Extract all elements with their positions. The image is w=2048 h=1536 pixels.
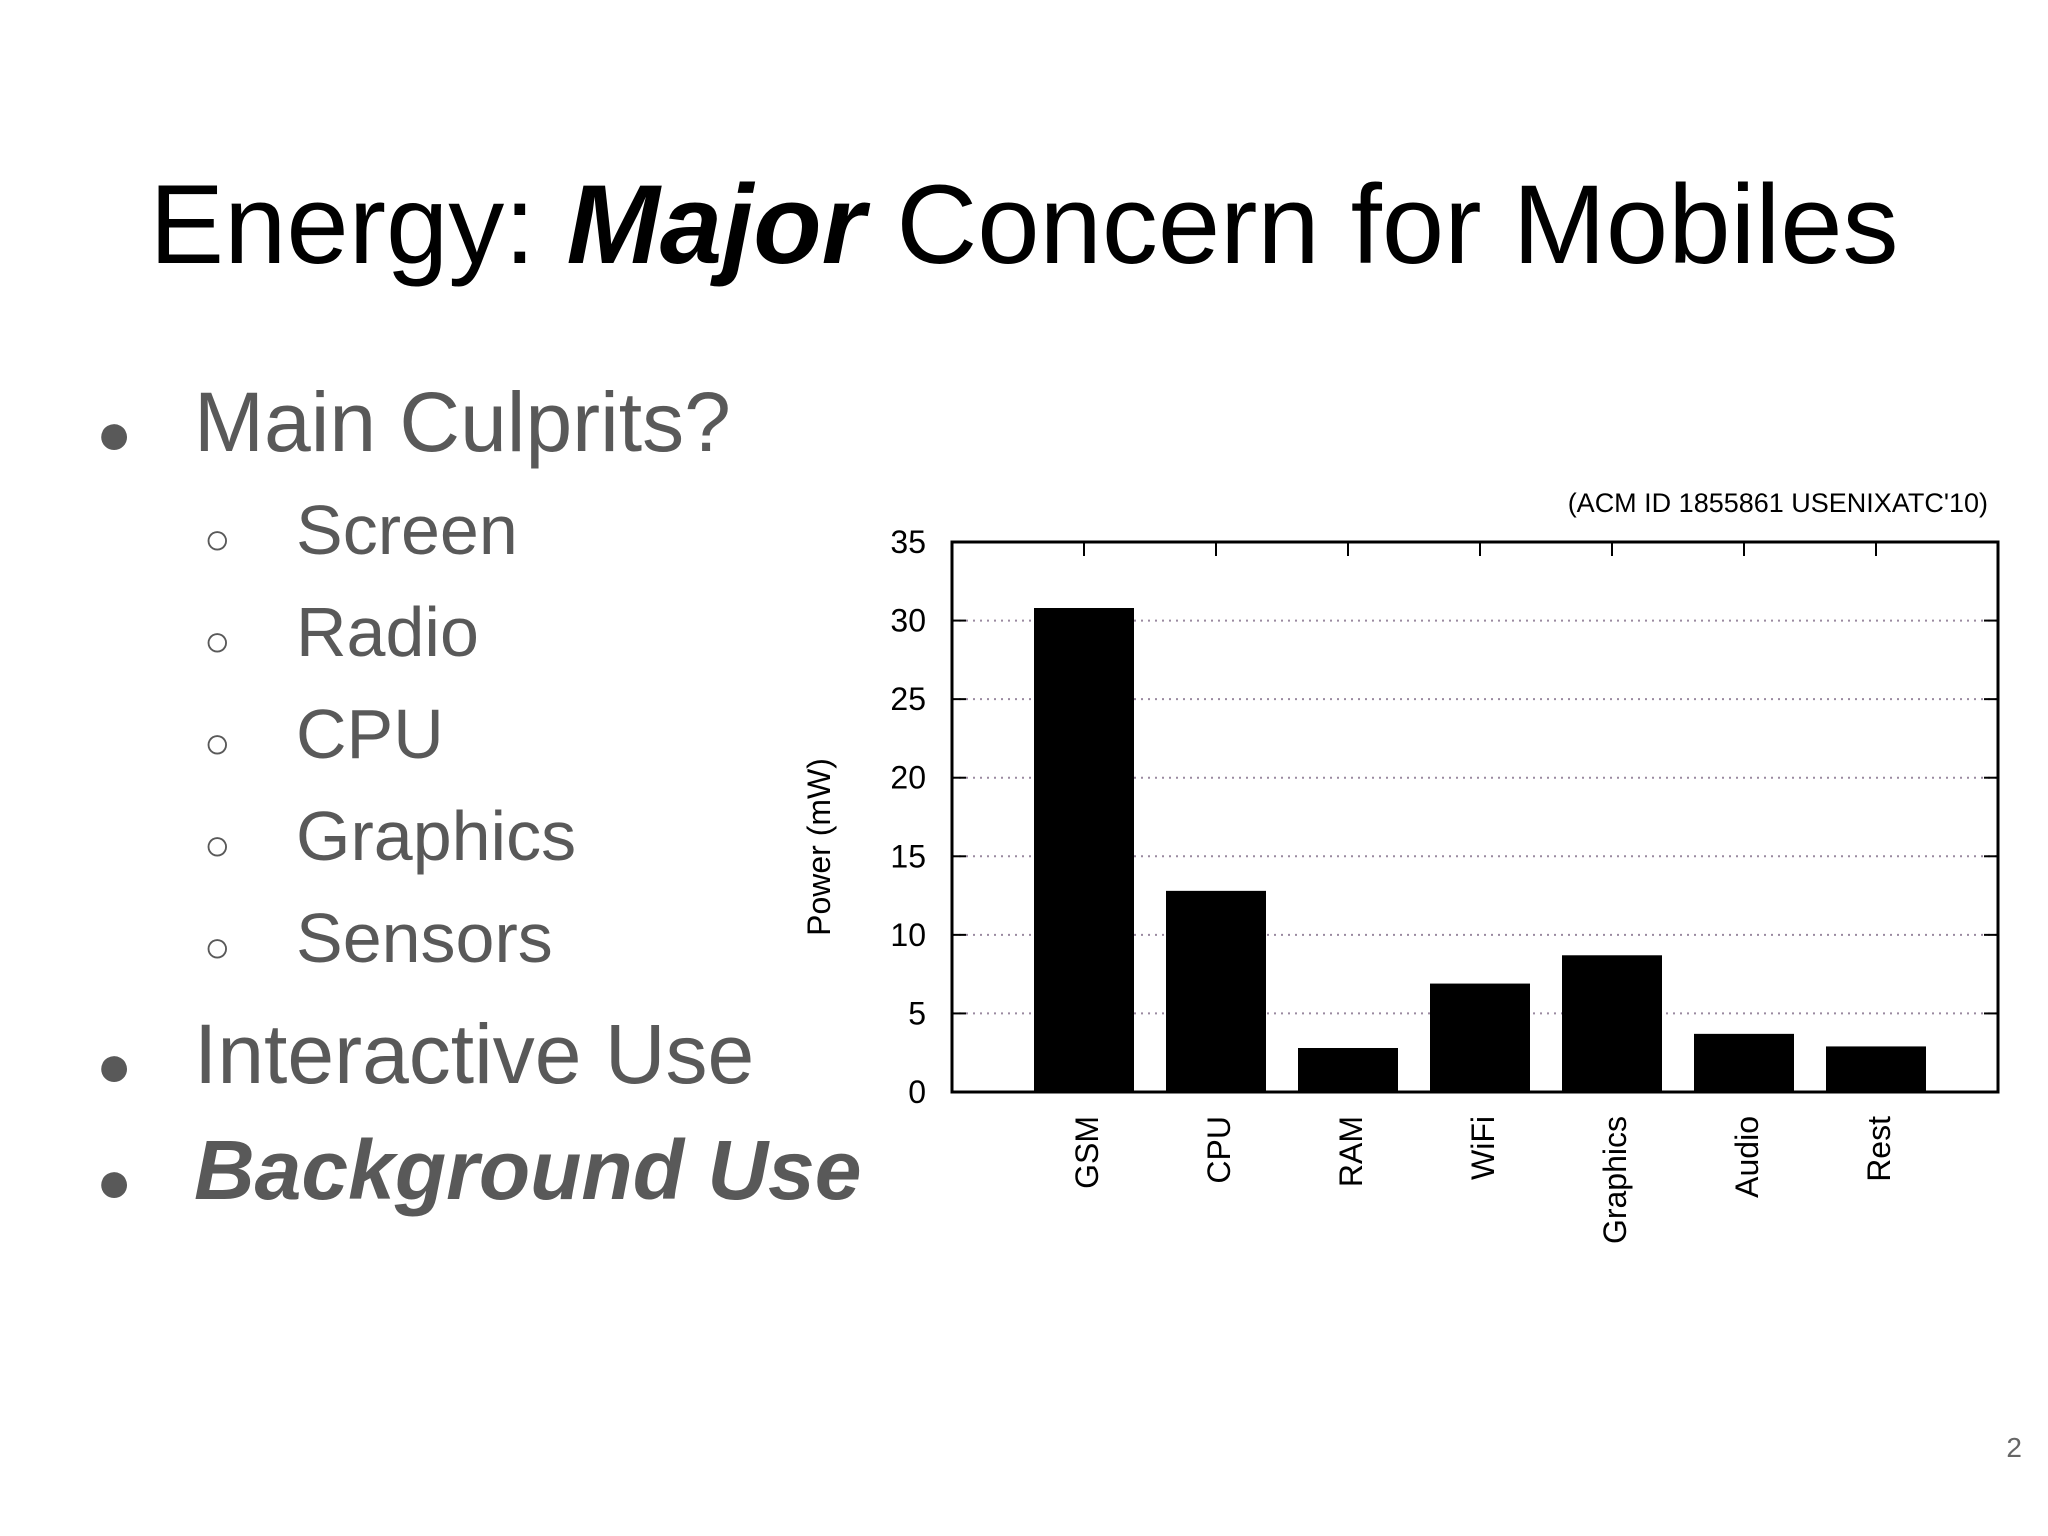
sub-bullet-text: CPU (296, 695, 444, 773)
y-tick-label: 5 (908, 995, 926, 1031)
sub-bullet-text: Sensors (296, 899, 553, 977)
bar-rest (1826, 1046, 1926, 1092)
sub-bullet-screen: ○ Screen (204, 488, 518, 572)
sub-bullet-radio: ○ Radio (204, 590, 479, 674)
title-suffix: Concern for Mobiles (865, 162, 1899, 287)
sub-bullet-graphics: ○ Graphics (204, 794, 576, 878)
sub-bullet-text: Radio (296, 593, 479, 671)
filled-bullet-icon: ● (96, 1032, 133, 1099)
page-number: 2 (2006, 1432, 2022, 1463)
x-tick-label: Audio (1729, 1116, 1765, 1198)
bullet-background-use: ● Background Use (96, 1120, 862, 1220)
x-tick-label: CPU (1201, 1116, 1237, 1184)
bullet-text: Interactive Use (194, 1007, 755, 1101)
y-tick-label: 25 (890, 681, 926, 717)
title-emphasis: Major (566, 162, 866, 287)
bar-gsm (1034, 608, 1134, 1092)
bar-wifi (1430, 983, 1530, 1092)
power-chart: GSM CPU RAM WiFi Graphics Audio Rest 0 5 10 15 20 25… (790, 480, 2030, 1280)
hollow-bullet-icon: ○ (204, 515, 231, 564)
x-tick-label: GSM (1069, 1116, 1105, 1189)
slide-title: Energy: Major Concern for Mobiles (0, 160, 2048, 290)
bar-chart-svg: GSM CPU RAM WiFi Graphics Audio Rest 0 5 10 15 20 25… (801, 488, 2000, 1244)
hollow-bullet-icon: ○ (204, 617, 231, 666)
y-tick-label: 10 (890, 917, 926, 953)
hollow-bullet-icon: ○ (204, 719, 231, 768)
y-axis-label: Power (mW) (801, 758, 837, 936)
title-prefix: Energy: (149, 162, 567, 287)
bar-ram (1298, 1048, 1398, 1092)
y-tick-label: 15 (890, 838, 926, 874)
bar-graphics (1562, 955, 1662, 1092)
x-tick-label: RAM (1333, 1116, 1369, 1187)
filled-bullet-icon: ● (96, 1148, 133, 1215)
bar-cpu (1166, 890, 1266, 1092)
bullet-list: ● Main Culprits? ○ Screen ○ Radio ○ CPU … (0, 0, 900, 1300)
hollow-bullet-icon: ○ (204, 821, 231, 870)
x-tick-label: Rest (1861, 1116, 1897, 1182)
hollow-bullet-icon: ○ (204, 923, 231, 972)
filled-bullet-icon: ● (96, 400, 133, 467)
sub-bullet-text: Graphics (296, 797, 577, 875)
plot-frame (950, 540, 2000, 1094)
y-tick-label: 30 (890, 603, 926, 639)
y-tick-label: 35 (890, 524, 926, 560)
y-tick-label: 20 (890, 760, 926, 796)
sub-bullet-sensors: ○ Sensors (204, 896, 553, 980)
bar-audio (1694, 1033, 1794, 1092)
x-tick-label: WiFi (1465, 1116, 1501, 1180)
bullet-main-culprits: ● Main Culprits? (96, 372, 731, 472)
bullet-interactive-use: ● Interactive Use (96, 1004, 754, 1104)
sub-bullet-cpu: ○ CPU (204, 692, 444, 776)
y-tick-label: 0 (908, 1074, 926, 1110)
bullet-text: Background Use (194, 1123, 862, 1217)
bullet-text: Main Culprits? (194, 375, 731, 469)
x-tick-label: Graphics (1597, 1116, 1633, 1244)
sub-bullet-text: Screen (296, 491, 518, 569)
chart-citation: (ACM ID 1855861 USENIXATC'10) (1568, 488, 1988, 518)
